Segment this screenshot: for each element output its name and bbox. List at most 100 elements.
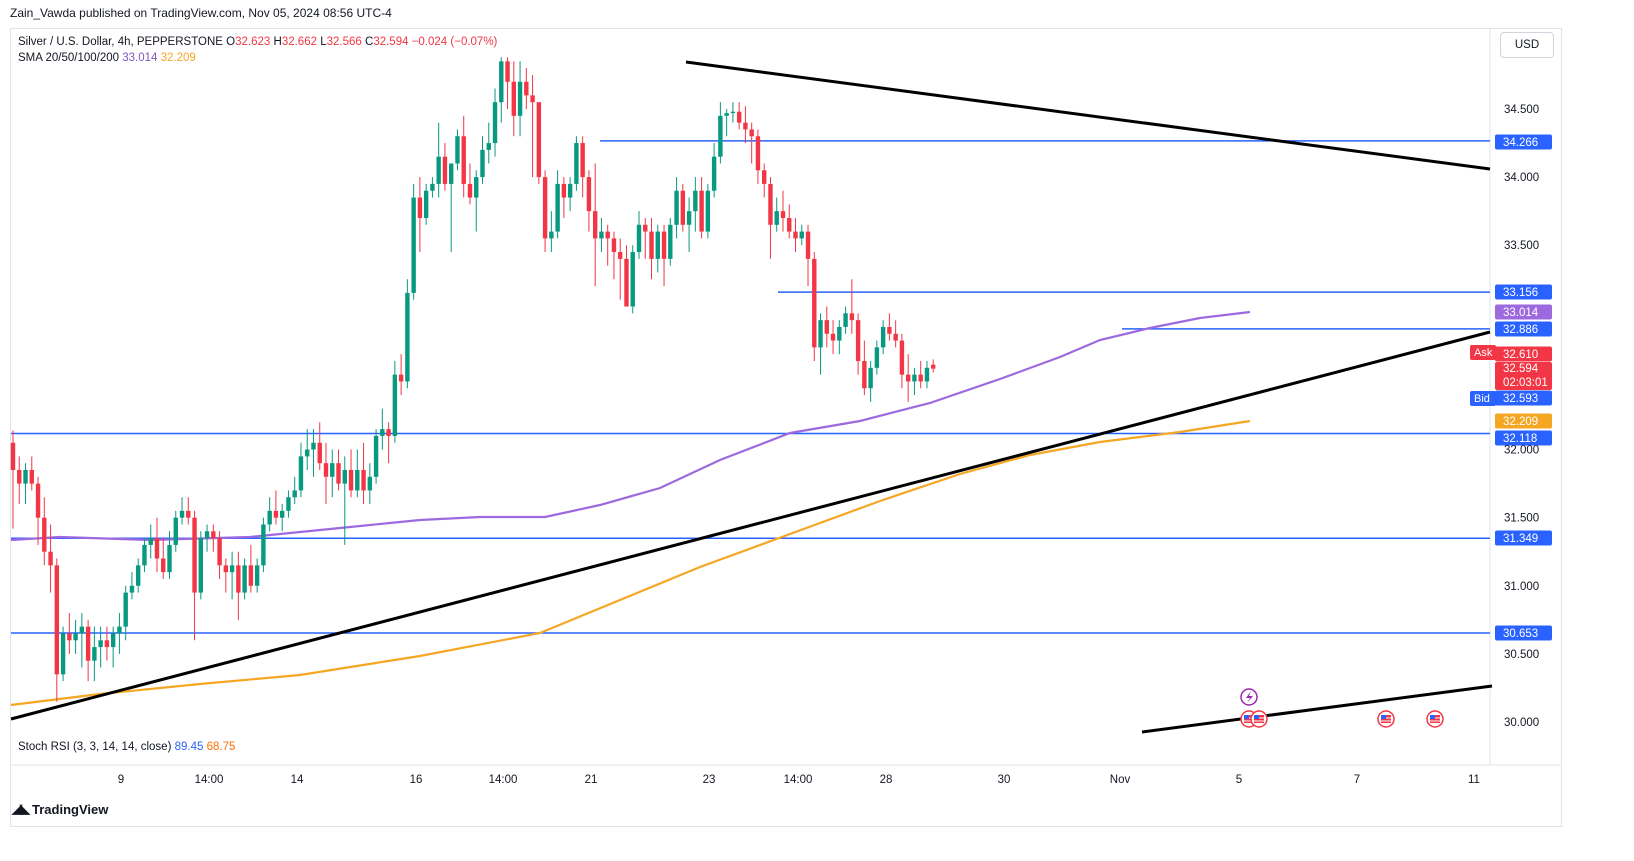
- candle-down: [192, 517, 197, 593]
- candle-up: [711, 156, 717, 191]
- candle-down: [461, 136, 466, 184]
- stoch-rsi-label: Stoch RSI (3, 3, 14, 14, close): [18, 741, 172, 753]
- candle-up: [79, 626, 85, 634]
- descending-trendline: [685, 60, 1491, 171]
- candle-up: [668, 224, 673, 259]
- candle-up: [411, 197, 416, 293]
- candle-up: [574, 143, 579, 184]
- candle-up: [774, 211, 779, 225]
- candle-up: [179, 510, 185, 518]
- candle-up: [599, 231, 604, 239]
- bid-tag-box: [1470, 391, 1496, 406]
- candle-up: [486, 143, 491, 150]
- candle-down: [805, 231, 811, 259]
- time-tick: 14:00: [195, 774, 224, 786]
- candle-up: [279, 510, 285, 518]
- candle-up: [261, 524, 266, 566]
- stoch-d-value: 68.75: [206, 741, 236, 753]
- candle-down: [317, 442, 322, 464]
- time-tick: Nov: [1110, 774, 1131, 786]
- candle-down: [918, 374, 923, 382]
- stoch-rsi-legend[interactable]: Stoch RSI (3, 3, 14, 14, close) 89.45 68…: [18, 741, 235, 753]
- candle-up: [148, 538, 153, 545]
- candle-up: [355, 469, 360, 491]
- candle-down: [680, 190, 686, 225]
- open-label: O: [226, 36, 236, 48]
- candle-down: [755, 136, 761, 171]
- us-flag-event-icon: [1377, 710, 1395, 728]
- candle-up: [517, 81, 523, 116]
- us-flag-event-icon: [1426, 710, 1444, 728]
- candle-down: [905, 374, 911, 382]
- candle-down: [762, 170, 767, 184]
- candle-down: [48, 551, 53, 566]
- price-label-box: [1495, 390, 1552, 406]
- candle-down: [561, 183, 567, 198]
- candle-down: [793, 231, 798, 239]
- candle-down: [211, 531, 216, 539]
- high-label: H: [273, 36, 282, 48]
- candle-up: [142, 544, 147, 566]
- sma100-line: [10, 310, 1251, 542]
- candle-up: [423, 190, 429, 218]
- sma200-line: [10, 419, 1251, 707]
- candle-down: [736, 111, 742, 123]
- price-label: 33.156: [1503, 287, 1538, 299]
- candle-down: [862, 361, 867, 389]
- price-label: 33.014: [1503, 307, 1539, 319]
- time-tick: 5: [1236, 774, 1242, 786]
- low-label: L: [320, 36, 327, 48]
- candle-down: [749, 129, 754, 137]
- candle-down: [85, 626, 91, 661]
- candle-up: [380, 429, 385, 436]
- price-label: 32.118: [1503, 433, 1537, 445]
- price-tick: 32.000: [1504, 445, 1539, 457]
- sma100-value: 33.014: [122, 52, 158, 64]
- candle-up: [305, 449, 310, 457]
- sma-label[interactable]: SMA 20/50/100/200: [18, 52, 120, 64]
- candle-up: [436, 156, 441, 184]
- candle-up: [818, 320, 823, 348]
- chart-frame[interactable]: [10, 28, 1562, 827]
- candle-up: [123, 592, 128, 627]
- price-label-box: [1495, 134, 1552, 150]
- lower-channel-line: [1141, 684, 1493, 734]
- candle-down: [505, 61, 510, 82]
- candle-down: [855, 320, 861, 362]
- candle-up: [868, 367, 873, 389]
- time-tick: 7: [1354, 774, 1360, 786]
- price-label-box: [1495, 362, 1552, 390]
- candle-up: [924, 367, 930, 382]
- candle-up: [204, 531, 210, 539]
- candle-up: [474, 177, 479, 198]
- candle-up: [330, 463, 335, 477]
- tradingview-logo[interactable]: ◢◣ TradingView: [12, 801, 108, 817]
- candle-down: [54, 565, 60, 675]
- price-label: 30.653: [1503, 628, 1538, 640]
- candle-up: [567, 183, 573, 198]
- candle-down: [530, 95, 535, 103]
- candle-down: [161, 558, 166, 573]
- price-label-box: [1495, 346, 1552, 362]
- price-tick: 34.500: [1504, 104, 1539, 116]
- candle-down: [931, 364, 936, 369]
- candle-up: [686, 211, 692, 225]
- candle-down: [580, 143, 585, 178]
- candle-down: [586, 177, 592, 212]
- candle-down: [248, 565, 254, 586]
- candle-down: [899, 340, 905, 375]
- currency-button[interactable]: USD: [1500, 32, 1554, 58]
- symbol-label[interactable]: Silver / U.S. Dollar, 4h, PEPPERSTONE: [18, 36, 223, 48]
- time-tick: 11: [1468, 774, 1480, 786]
- candle-down: [893, 333, 898, 341]
- ask-tag-box: [1470, 345, 1496, 360]
- candle-up: [73, 633, 78, 641]
- candle-down: [348, 469, 354, 491]
- publisher-line: Zain_Vawda published on TradingView.com,…: [10, 6, 392, 20]
- candle-up: [173, 517, 178, 545]
- candle-down: [10, 442, 16, 470]
- price-label: 32.886: [1503, 324, 1538, 336]
- candle-down: [787, 217, 792, 232]
- price-tick: 33.500: [1504, 240, 1539, 252]
